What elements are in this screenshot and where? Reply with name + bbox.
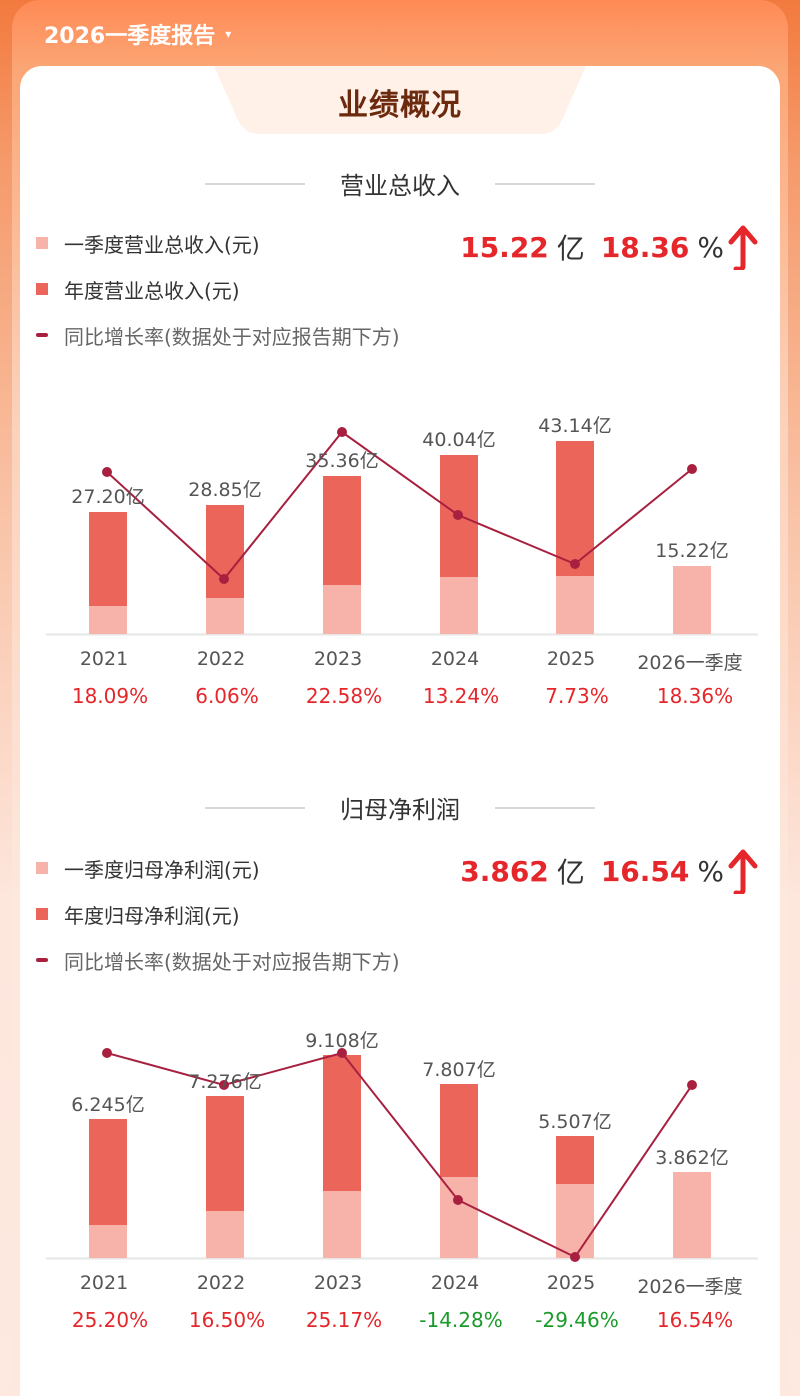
legend-item-quarter[interactable]: 一季度归母净利润(元) <box>36 845 400 891</box>
summary-pct: % <box>697 230 724 264</box>
x-axis-label: 2024 <box>430 648 480 670</box>
legend-label: 同比增长率(数据处于对应报告期下方) <box>64 324 400 349</box>
growth-label: -29.46% <box>535 1308 619 1332</box>
section-tab: 业绩概况 <box>214 66 586 134</box>
x-axis-label: 2025 <box>546 1272 596 1294</box>
legend-item-growth[interactable]: 同比增长率(数据处于对应报告期下方) <box>36 937 400 983</box>
legend-swatch <box>36 908 48 920</box>
legend-label: 一季度营业总收入(元) <box>64 232 260 257</box>
legend-swatch <box>36 862 48 874</box>
value-label: 15.22亿 <box>655 540 729 562</box>
summary-pct: % <box>697 854 724 888</box>
profit-title: 归母净利润 <box>340 796 460 824</box>
growth-label: 6.06% <box>195 684 259 708</box>
arrow-up-icon <box>728 225 758 270</box>
growth-label: 25.17% <box>305 1308 383 1332</box>
growth-label: 22.58% <box>305 684 383 708</box>
profit-legend: 一季度归母净利润(元) 年度归母净利润(元) 同比增长率(数据处于对应报告期下方… <box>36 845 400 983</box>
growth-label: 13.24% <box>422 684 500 708</box>
growth-label: 16.54% <box>656 1308 734 1332</box>
value-label: 43.14亿 <box>538 415 612 437</box>
legend-item-quarter[interactable]: 一季度营业总收入(元) <box>36 220 400 266</box>
x-axis-label: 2022 <box>196 648 246 670</box>
tab-shape <box>214 66 586 134</box>
value-label: 7.276亿 <box>188 1071 262 1093</box>
x-axis-label: 2024 <box>430 1272 480 1294</box>
x-axis-label: 2025 <box>546 648 596 670</box>
period-label: 2026一季度报告 <box>44 24 216 49</box>
divider <box>495 182 595 185</box>
divider <box>205 806 305 809</box>
performance-card <box>20 66 780 1396</box>
summary-growth: 18.36 <box>600 230 690 264</box>
legend-item-annual[interactable]: 年度归母净利润(元) <box>36 891 400 937</box>
growth-label: 25.20% <box>71 1308 149 1332</box>
x-axis-label: 2026一季度 <box>637 1276 743 1298</box>
profit-summary: 3.862 亿 16.54 % <box>460 848 760 894</box>
x-axis-label: 2023 <box>313 1272 363 1294</box>
x-axis-label: 2026一季度 <box>637 652 743 674</box>
value-label: 3.862亿 <box>655 1147 729 1169</box>
legend-label: 年度归母净利润(元) <box>64 903 240 928</box>
revenue-chart-svg <box>46 427 758 636</box>
x-axis-label: 2023 <box>313 648 363 670</box>
summary-unit: 亿 <box>556 232 585 265</box>
value-label: 5.507亿 <box>538 1111 612 1133</box>
legend-line-swatch <box>36 958 48 962</box>
value-label: 9.108亿 <box>305 1030 379 1052</box>
legend-line-swatch <box>36 333 48 337</box>
arrow-up-icon <box>728 849 758 894</box>
profit-heading: 归母净利润 <box>205 790 595 825</box>
value-label: 7.807亿 <box>422 1059 496 1081</box>
growth-label: 16.50% <box>188 1308 266 1332</box>
summary-value: 15.22 <box>460 230 549 264</box>
legend-label: 年度营业总收入(元) <box>64 278 240 303</box>
summary-value: 3.862 <box>460 854 549 888</box>
revenue-title: 营业总收入 <box>340 172 460 200</box>
section-title: 业绩概况 <box>338 88 462 123</box>
legend-label: 一季度归母净利润(元) <box>64 857 260 882</box>
revenue-legend: 一季度营业总收入(元) 年度营业总收入(元) 同比增长率(数据处于对应报告期下方… <box>36 220 400 358</box>
value-label: 40.04亿 <box>422 429 496 451</box>
summary-growth: 16.54 <box>600 854 690 888</box>
revenue-heading: 营业总收入 <box>205 166 595 201</box>
period-selector[interactable]: 2026一季度报告 ▾ <box>44 18 231 50</box>
divider <box>495 806 595 809</box>
revenue-chart: 27.20亿 28.85亿 35.36亿 40.04亿 43.14亿 15.22… <box>46 415 758 708</box>
value-label: 27.20亿 <box>71 486 145 508</box>
x-axis-label: 2021 <box>79 648 129 670</box>
x-axis-label: 2022 <box>196 1272 246 1294</box>
value-label: 35.36亿 <box>305 450 379 472</box>
divider <box>205 182 305 185</box>
caret-down-icon: ▾ <box>225 27 232 41</box>
legend-label: 同比增长率(数据处于对应报告期下方) <box>64 949 400 974</box>
summary-unit: 亿 <box>556 856 585 889</box>
x-axis-label: 2021 <box>79 1272 129 1294</box>
growth-label: 7.73% <box>545 684 609 708</box>
revenue-summary: 15.22 亿 18.36 % <box>460 224 760 270</box>
value-label: 28.85亿 <box>188 479 262 501</box>
legend-item-growth[interactable]: 同比增长率(数据处于对应报告期下方) <box>36 312 400 358</box>
growth-label: 18.36% <box>656 684 734 708</box>
growth-label: 18.09% <box>71 684 149 708</box>
legend-item-annual[interactable]: 年度营业总收入(元) <box>36 266 400 312</box>
legend-swatch <box>36 237 48 249</box>
value-label: 6.245亿 <box>71 1094 145 1116</box>
growth-label: -14.28% <box>419 1308 503 1332</box>
legend-swatch <box>36 283 48 295</box>
